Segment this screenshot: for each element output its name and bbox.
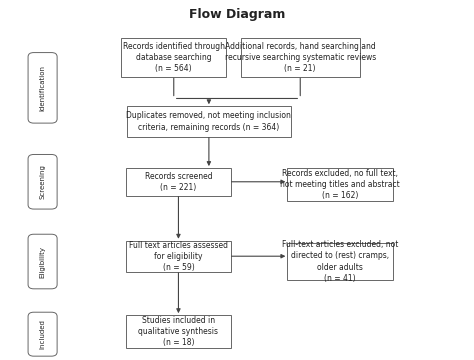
FancyBboxPatch shape: [240, 38, 360, 77]
Text: Screening: Screening: [40, 164, 46, 199]
Text: Additional records, hand searching and
recursive searching systematic reviews
(n: Additional records, hand searching and r…: [225, 42, 376, 73]
FancyBboxPatch shape: [28, 154, 57, 209]
Text: Eligibility: Eligibility: [40, 246, 46, 278]
FancyBboxPatch shape: [126, 168, 231, 195]
FancyBboxPatch shape: [28, 53, 57, 123]
Text: Included: Included: [40, 319, 46, 349]
Text: Duplicates removed, not meeting inclusion
criteria, remaining records (n = 364): Duplicates removed, not meeting inclusio…: [127, 112, 292, 131]
Text: Studies included in
qualitative synthesis
(n = 18): Studies included in qualitative synthesi…: [138, 316, 219, 347]
FancyBboxPatch shape: [127, 107, 291, 136]
FancyBboxPatch shape: [28, 234, 57, 289]
FancyBboxPatch shape: [126, 315, 231, 348]
FancyBboxPatch shape: [287, 243, 393, 280]
FancyBboxPatch shape: [121, 38, 227, 77]
FancyBboxPatch shape: [28, 312, 57, 356]
Text: Flow Diagram: Flow Diagram: [189, 8, 285, 21]
Text: Full text articles assessed
for eligibility
(n = 59): Full text articles assessed for eligibil…: [129, 240, 228, 272]
Text: Records excluded, no full text,
not meeting titles and abstract
(n = 162): Records excluded, no full text, not meet…: [280, 169, 400, 200]
Text: Full-text articles excluded, not
directed to (rest) cramps,
older adults
(n = 41: Full-text articles excluded, not directe…: [282, 240, 398, 283]
Text: Identification: Identification: [40, 65, 46, 111]
Text: Records identified through
database searching
(n = 564): Records identified through database sear…: [123, 42, 225, 73]
FancyBboxPatch shape: [126, 240, 231, 272]
Text: Records screened
(n = 221): Records screened (n = 221): [145, 172, 212, 192]
FancyBboxPatch shape: [287, 168, 393, 201]
